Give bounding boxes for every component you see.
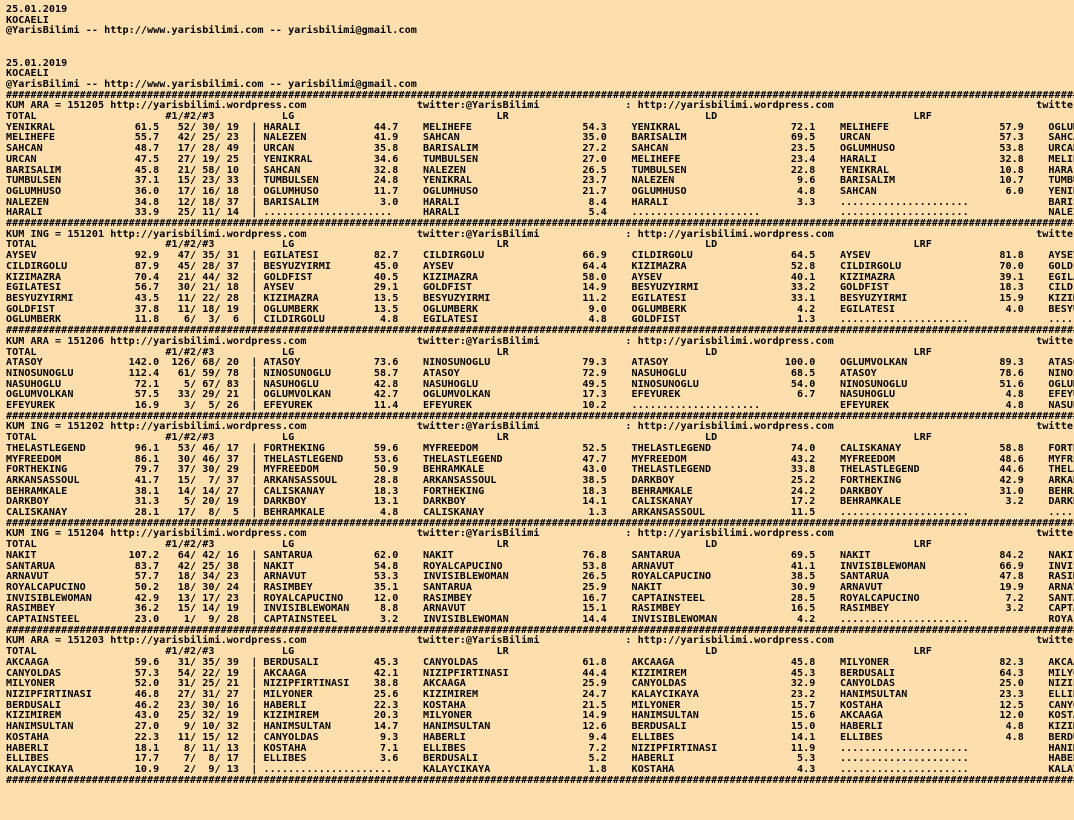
report-body: ########################################… — [6, 89, 1074, 786]
document-header: 25.01.2019 KOCAELI @YarisBilimi -- http:… — [6, 4, 417, 90]
